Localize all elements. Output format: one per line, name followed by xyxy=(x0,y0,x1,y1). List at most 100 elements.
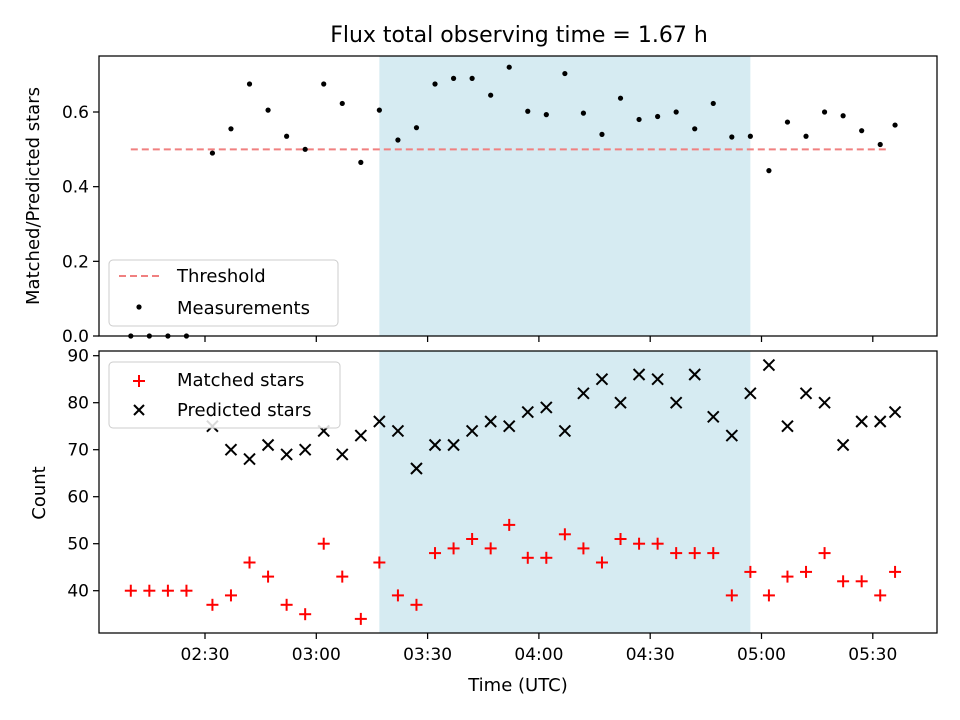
measurement-point xyxy=(655,113,661,120)
measurement-point xyxy=(525,108,531,114)
measurement-point xyxy=(506,64,512,70)
predicted-point-b xyxy=(447,438,460,452)
measurement-point xyxy=(747,133,753,139)
matched-point xyxy=(224,589,237,602)
matched-point xyxy=(206,598,219,611)
matched-point xyxy=(558,528,571,541)
predicted-point-b xyxy=(744,387,757,400)
matched-point xyxy=(874,589,887,602)
matched-point xyxy=(280,598,293,611)
predicted-point-b xyxy=(243,452,256,466)
predicted-point xyxy=(632,368,646,381)
matched-point xyxy=(651,537,664,550)
x-tick-label: 05:30 xyxy=(848,645,897,665)
matched-point xyxy=(243,556,256,569)
measurement-point xyxy=(599,131,605,137)
predicted-point xyxy=(354,429,368,442)
measurement-point xyxy=(228,126,234,132)
predicted-point xyxy=(762,358,776,372)
matched-point xyxy=(670,547,683,560)
predicted-point-b xyxy=(391,424,405,438)
legend-matched-label: Matched stars xyxy=(177,370,304,391)
predicted-point xyxy=(818,396,831,409)
predicted-point-b xyxy=(836,438,850,452)
y-tick-label: 0.6 xyxy=(62,103,89,123)
measurement-point xyxy=(395,137,401,143)
predicted-point-b xyxy=(688,368,701,381)
top-legend-box xyxy=(108,259,339,327)
matched-point xyxy=(577,542,590,555)
matched-point xyxy=(725,589,738,602)
predicted-point xyxy=(725,429,739,442)
bottom-shaded-interval xyxy=(379,351,751,633)
predicted-point xyxy=(298,443,312,456)
predicted-point xyxy=(651,372,664,386)
predicted-point-b xyxy=(558,424,572,438)
matched-point xyxy=(262,570,275,583)
measurement-point xyxy=(321,81,327,87)
x-axis-label: Time (UTC) xyxy=(467,675,568,696)
x-tick-label: 03:00 xyxy=(292,645,341,665)
predicted-point xyxy=(888,405,902,419)
measurement-point xyxy=(877,141,883,148)
legend-predicted-label: Predicted stars xyxy=(177,400,311,421)
matched-point xyxy=(781,570,794,583)
matched-point xyxy=(161,584,174,597)
matched-point xyxy=(180,584,193,597)
predicted-point xyxy=(781,419,794,433)
matched-point xyxy=(633,537,646,550)
measurement-point xyxy=(209,150,216,156)
measurement-point xyxy=(450,75,457,81)
top-panel: 0.0 0.2 0.4 0.6 Matched/Predicted stars Thr… xyxy=(23,55,938,347)
predicted-point xyxy=(688,368,701,381)
predicted-point xyxy=(391,424,405,438)
predicted-point-b xyxy=(503,419,516,433)
predicted-point xyxy=(577,387,590,400)
predicted-point xyxy=(447,438,460,452)
matched-point xyxy=(336,570,349,583)
predicted-point-b xyxy=(224,443,238,456)
bottom-legend: Matched stars Predicted stars xyxy=(108,361,341,429)
predicted-point xyxy=(280,448,293,461)
matched-point xyxy=(484,542,497,555)
measurement-point xyxy=(673,109,679,115)
predicted-point-b xyxy=(336,448,349,461)
matched-point xyxy=(410,598,423,611)
predicted-point-b xyxy=(707,410,720,424)
matched-point xyxy=(614,533,627,545)
predicted-point-b xyxy=(799,387,813,400)
predicted-point-b xyxy=(280,448,293,461)
x-tick-label: 03:30 xyxy=(403,645,452,665)
matched-point xyxy=(354,612,367,625)
bottom-y-axis-label: Count xyxy=(29,466,50,519)
chart-title: Flux total observing time = 1.67 h xyxy=(330,23,708,48)
matched-point xyxy=(143,584,156,597)
bottom-panel: 40 50 60 70 80 90 02:30 03:00 03:30 04:00 04:30 05… xyxy=(29,347,938,696)
predicted-point xyxy=(595,372,609,386)
matched-point xyxy=(299,608,312,621)
predicted-point-b xyxy=(298,443,312,456)
predicted-point-b xyxy=(595,372,609,386)
predicted-point xyxy=(410,462,423,475)
matched-point xyxy=(762,589,775,602)
predicted-point-b xyxy=(577,387,590,400)
measurement-point xyxy=(710,100,716,107)
measurement-point xyxy=(413,125,420,131)
matched-point xyxy=(540,551,553,564)
top-legend: Threshold Measurements xyxy=(108,259,339,327)
measurement-point xyxy=(692,126,698,132)
measurement-point xyxy=(302,146,308,152)
matched-point xyxy=(837,575,850,588)
y-tick-label: 70 xyxy=(67,441,89,461)
predicted-point-b xyxy=(632,368,646,381)
matched-point xyxy=(503,518,516,531)
y-tick-label: 0.2 xyxy=(62,252,89,272)
measurement-point xyxy=(376,107,382,113)
y-tick-label: 0.4 xyxy=(62,178,89,198)
predicted-point xyxy=(336,448,349,461)
predicted-point-b xyxy=(428,438,442,452)
matched-point xyxy=(447,542,460,555)
predicted-point-b xyxy=(781,419,794,433)
measurement-point xyxy=(488,92,494,98)
